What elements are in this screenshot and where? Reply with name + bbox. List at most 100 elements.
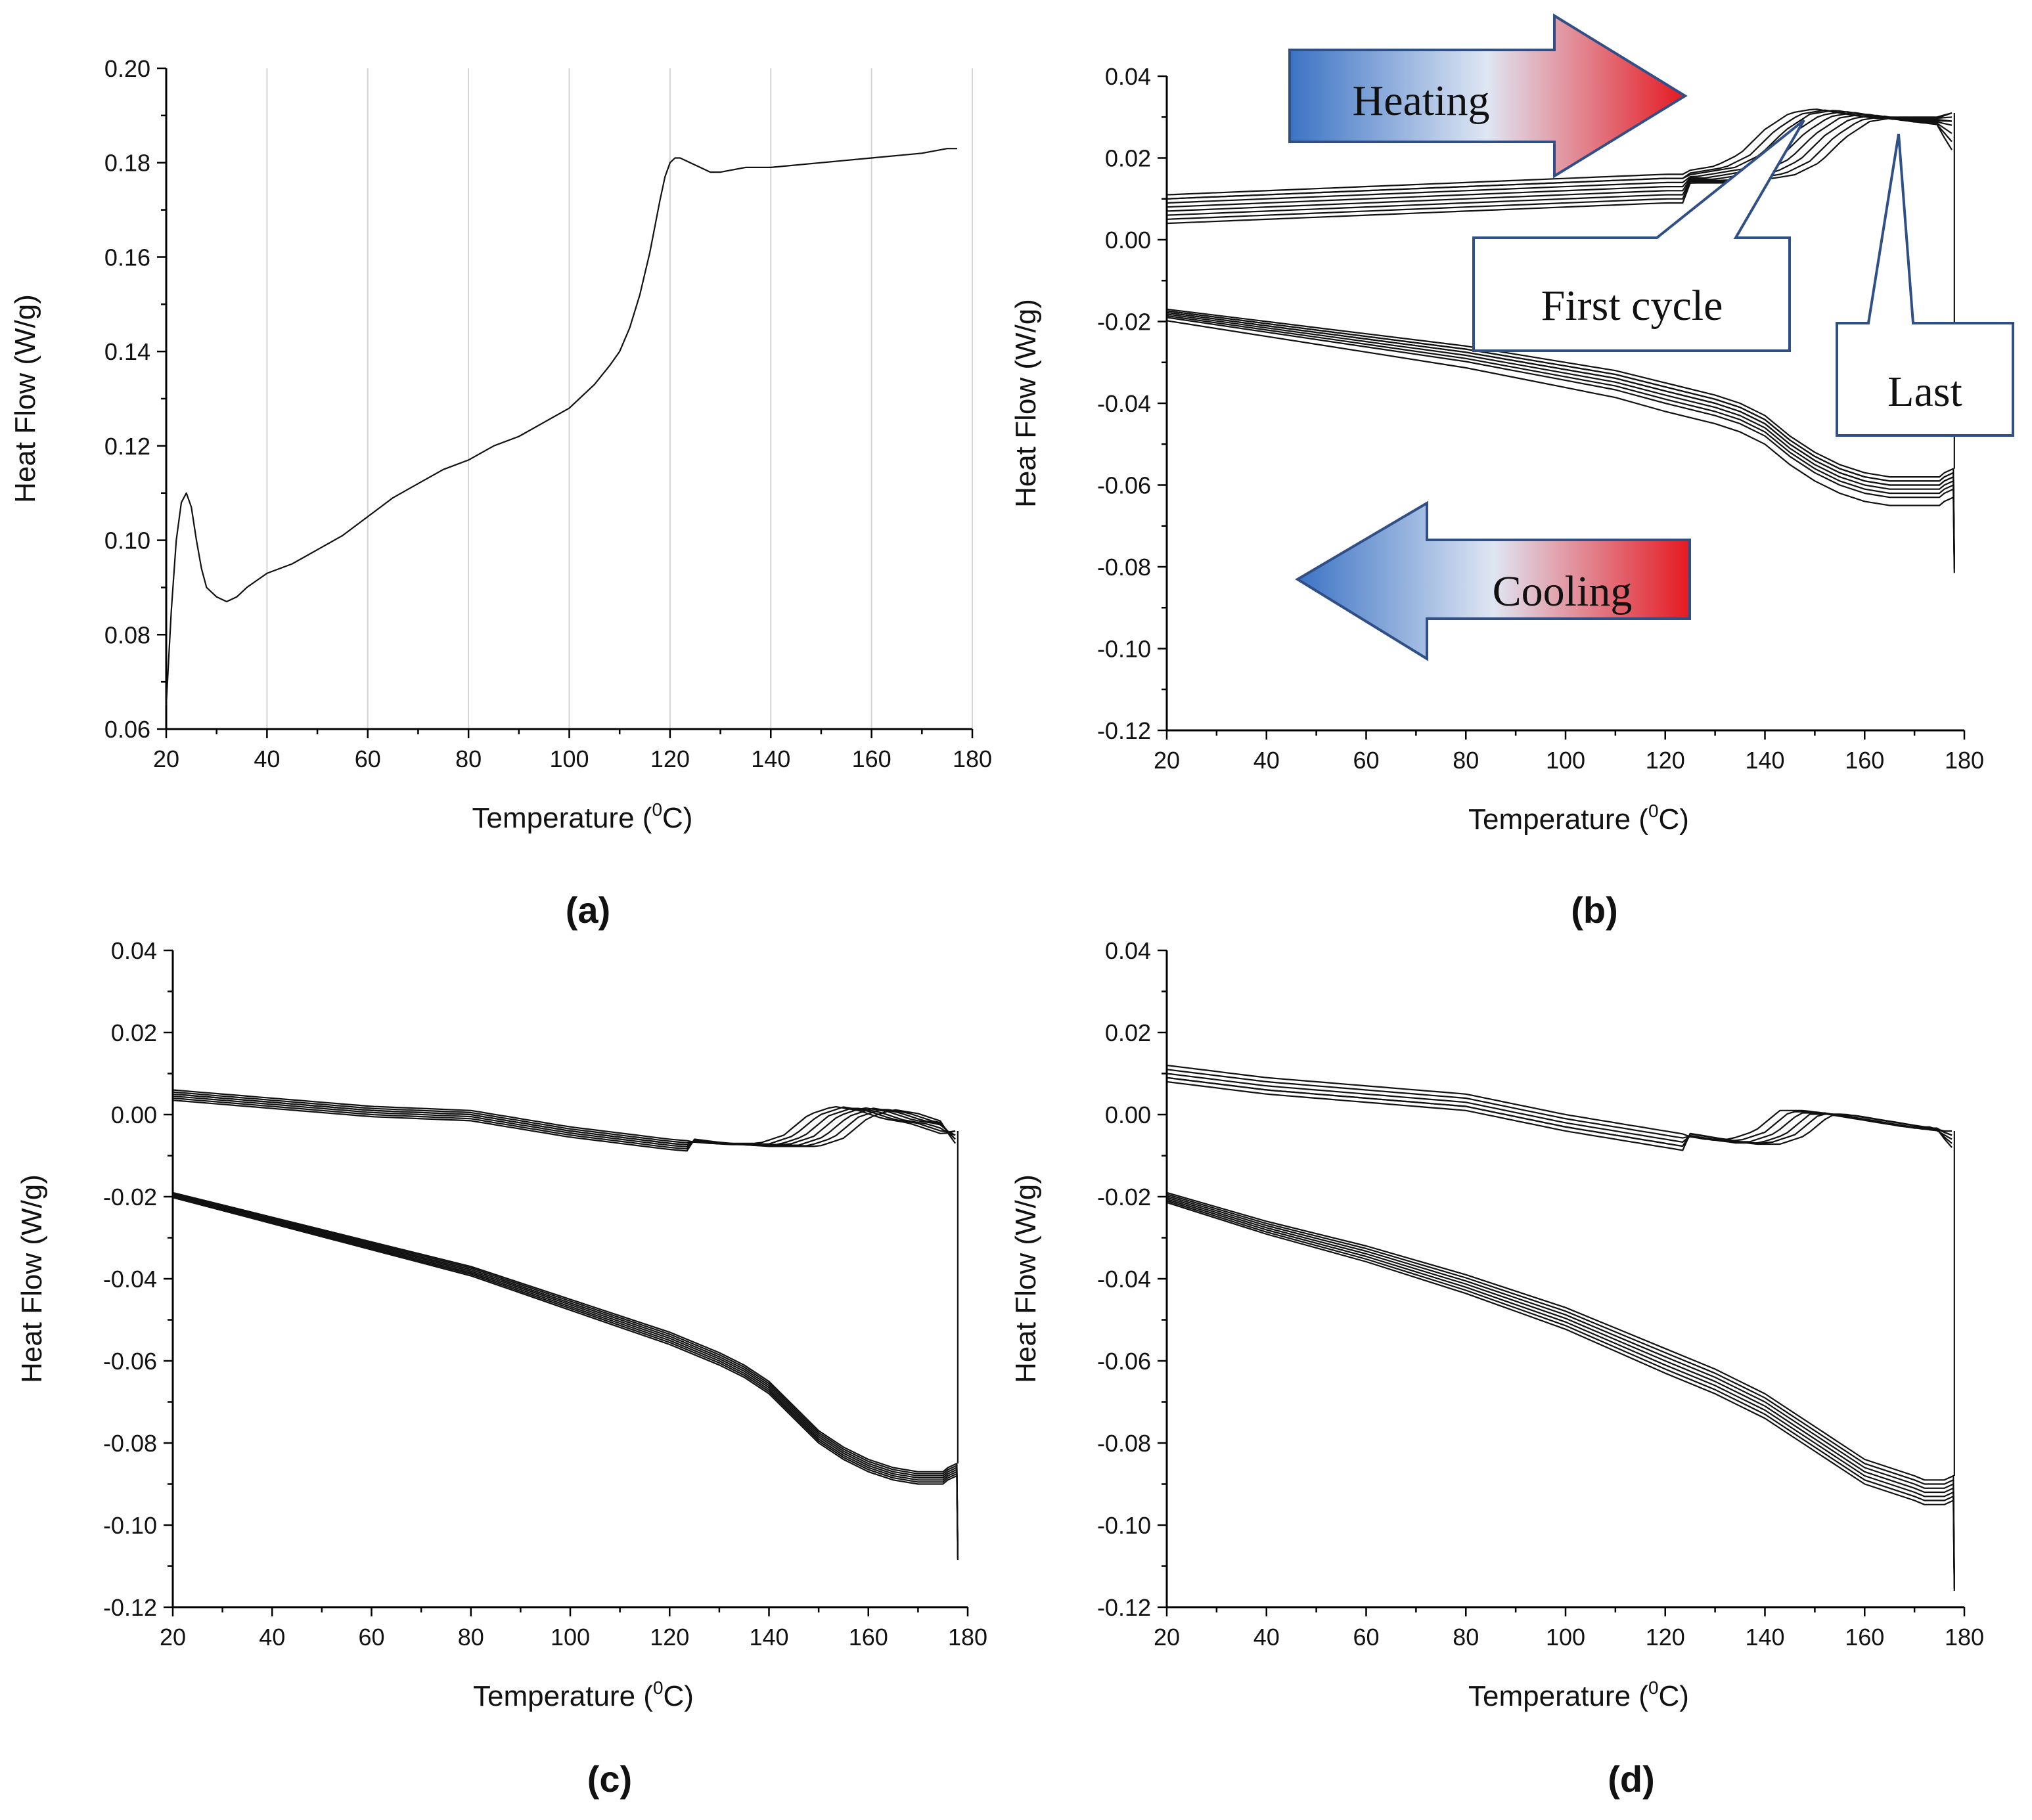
x-tick-label: 100	[1546, 1624, 1585, 1651]
y-tick-label: -0.06	[1097, 1348, 1151, 1375]
y-tick-label: 0.04	[1105, 937, 1151, 964]
first-cycle-label: First cycle	[1541, 282, 1723, 330]
heating-arrow	[1288, 13, 1688, 179]
heating-cycle-line	[172, 1089, 956, 1144]
y-tick-label: 0.04	[111, 937, 157, 964]
x-tick-label: 120	[1646, 747, 1685, 774]
y-tick-label: 0.20	[104, 55, 150, 82]
last-label: Last	[1887, 368, 1962, 416]
x-axis-title: Temperature (0C)	[1468, 801, 1689, 835]
heating-cycle-line	[172, 1095, 956, 1148]
heating-cycle-line	[1166, 117, 1953, 225]
x-axis-title-sup: 0	[652, 799, 662, 820]
x-axis-title: Temperature (0C)	[472, 799, 693, 834]
series-line	[165, 148, 957, 706]
y-tick-label: 0.02	[1105, 145, 1151, 172]
y-tick-label: -0.02	[1097, 309, 1151, 336]
y-tick-label: -0.12	[1097, 1594, 1151, 1621]
x-tick-label: 140	[751, 745, 790, 772]
y-axis-title: Heat Flow (W/g)	[1010, 299, 1042, 508]
y-tick-label: -0.04	[103, 1266, 157, 1293]
heating-cycle-line	[172, 1091, 956, 1145]
x-tick-label: 160	[849, 1624, 888, 1651]
x-tick-label: 20	[1154, 1624, 1180, 1651]
x-axis-title-text: Temperature (	[1468, 1680, 1648, 1712]
x-tick-label: 120	[650, 1624, 689, 1651]
y-tick-label: 0.02	[111, 1019, 157, 1046]
x-tick-label: 40	[1253, 747, 1280, 774]
y-tick-label: -0.12	[103, 1594, 157, 1621]
x-tick-label: 160	[852, 745, 892, 772]
annotations: Heating Cooling First cycle Last	[1288, 13, 2014, 661]
chart-panels: 20 40 60 80 100 120 140 160 180 0.06 0.08 0.10 0.12 0…	[9, 13, 2014, 1800]
cooling-cycle-line	[1166, 1200, 1955, 1589]
y-tick-label: 0.00	[111, 1101, 157, 1128]
chart-panel-b: 20 40 60 80 100 120 140 160 180 -0.12 -0.10 -0.08 -0…	[1010, 13, 2014, 931]
x-tick-label: 180	[1945, 1624, 1984, 1651]
x-tick-label: 100	[551, 1624, 590, 1651]
x-tick-label: 60	[1353, 747, 1379, 774]
y-tick-label: -0.06	[1097, 472, 1151, 499]
chart-panel-a: 20 40 60 80 100 120 140 160 180 0.06 0.08 0.10 0.12 0…	[9, 55, 992, 931]
y-tick-label: -0.02	[1097, 1184, 1151, 1210]
y-tick-label: 0.00	[1105, 1101, 1151, 1128]
chart-panel-d: 20 40 60 80 100 120 140 160 180 -0.12 -0.10 -0.08 -0…	[1010, 937, 1984, 1800]
x-tick-label: 80	[455, 745, 482, 772]
heating-cycle-line	[172, 1097, 956, 1150]
cooling-label: Cooling	[1493, 567, 1633, 615]
cooling-cycle-line	[172, 1191, 959, 1554]
cooling-cycle-line	[1166, 1197, 1955, 1585]
first-cycle-callout	[1472, 119, 1805, 352]
x-axis-title-text: Temperature (	[473, 1680, 653, 1712]
x-tick-label: 140	[1745, 747, 1784, 774]
y-tick-label: -0.08	[1097, 1430, 1151, 1457]
heating-cycle-line	[1166, 114, 1953, 216]
x-tick-label: 20	[1154, 747, 1180, 774]
x-axis-title-unit: C)	[1659, 1680, 1689, 1712]
x-tick-label: 160	[1845, 747, 1884, 774]
cooling-cycle-line	[1166, 1201, 1955, 1591]
panel-label: (a)	[566, 889, 610, 931]
y-axis-title: Heat Flow (W/g)	[16, 1174, 48, 1383]
x-tick-label: 140	[1745, 1624, 1784, 1651]
x-tick-label: 120	[1646, 1624, 1685, 1651]
x-tick-label: 20	[160, 1624, 186, 1651]
last-callout	[1836, 133, 2014, 437]
heating-cycle-line	[172, 1093, 956, 1145]
x-tick-label: 20	[153, 745, 179, 772]
y-tick-label: -0.10	[1097, 1512, 1151, 1539]
heating-cycle-line	[1166, 115, 1953, 220]
x-axis-title-text: Temperature (	[472, 802, 652, 834]
x-tick-label: 160	[1845, 1624, 1884, 1651]
x-tick-label: 80	[1453, 747, 1479, 774]
cooling-cycle-line	[172, 1194, 959, 1557]
cooling-cycle-line	[172, 1195, 959, 1559]
heating-cycle-line	[1166, 111, 1953, 204]
cooling-cycle-line	[172, 1195, 959, 1559]
y-tick-label: -0.02	[103, 1184, 157, 1210]
cooling-cycle-line	[172, 1193, 959, 1556]
x-axis-title: Temperature (0C)	[473, 1677, 694, 1712]
y-tick-label: 0.16	[104, 244, 150, 271]
y-tick-label: 0.02	[1105, 1019, 1151, 1046]
y-tick-label: -0.06	[103, 1348, 157, 1375]
x-axis-title-sup: 0	[1648, 801, 1659, 821]
cooling-cycle-line	[1166, 320, 1955, 573]
x-tick-label: 40	[1253, 1624, 1280, 1651]
cooling-cycle-line	[1166, 317, 1955, 569]
cooling-cycle-line	[172, 1197, 959, 1561]
y-tick-label: -0.08	[1097, 554, 1151, 581]
heating-cycle-line	[1166, 112, 1953, 208]
x-tick-label: 140	[749, 1624, 788, 1651]
heating-cycle-line	[1166, 1080, 1953, 1151]
x-tick-label: 100	[549, 745, 589, 772]
y-tick-label: -0.10	[103, 1512, 157, 1539]
y-tick-label: -0.12	[1097, 717, 1151, 744]
x-axis-title-unit: C)	[662, 802, 692, 834]
heating-cycle-line	[1166, 1073, 1953, 1143]
x-tick-label: 100	[1546, 747, 1585, 774]
chart-panel-c: 20 40 60 80 100 120 140 160 180 -0.12 -0.10 -0.08 -0…	[16, 937, 987, 1800]
y-tick-label: 0.06	[104, 716, 150, 743]
cooling-cycle-line	[1166, 1193, 1955, 1581]
